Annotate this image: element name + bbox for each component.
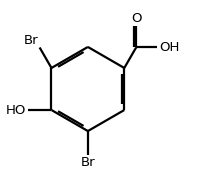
Text: O: O (131, 12, 141, 25)
Text: HO: HO (6, 104, 26, 117)
Text: Br: Br (81, 156, 95, 169)
Text: OH: OH (159, 41, 179, 54)
Text: Br: Br (24, 34, 39, 47)
